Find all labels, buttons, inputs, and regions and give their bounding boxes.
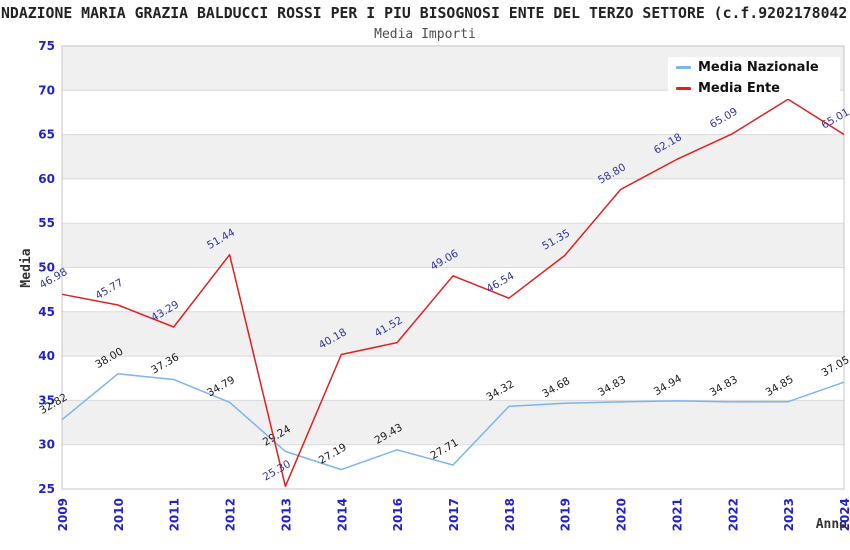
- x-axis-tick-label: 2013: [279, 498, 293, 531]
- y-axis-tick-label: 65: [38, 128, 55, 142]
- plot-band: [62, 223, 844, 268]
- x-axis-title: Anno: [816, 517, 847, 532]
- y-axis-tick-label: 60: [38, 172, 55, 186]
- y-axis-tick-label: 40: [38, 349, 55, 363]
- y-axis-tick-label: 55: [38, 216, 55, 230]
- y-axis-tick-label: 35: [38, 393, 55, 407]
- legend-item-media-ente[interactable]: Media Ente: [668, 80, 840, 98]
- x-axis-tick-label: 2014: [335, 498, 349, 531]
- y-axis-tick-label: 75: [38, 39, 55, 53]
- legend-item-media-nazionale[interactable]: Media Nazionale: [668, 59, 840, 77]
- chart-subtitle: Media Importi: [374, 27, 476, 42]
- legend-label-media-ente: Media Ente: [698, 80, 780, 96]
- chart-title: NDAZIONE MARIA GRAZIA BALDUCCI ROSSI PER…: [1, 5, 848, 22]
- x-axis-tick-label: 2023: [782, 498, 796, 531]
- x-axis-tick-label: 2024: [838, 498, 850, 531]
- data-point-label: 34.32: [484, 378, 516, 403]
- y-axis-title: Media: [19, 248, 34, 287]
- x-axis-tick-label: 2021: [670, 498, 684, 531]
- plot-border: [61, 45, 845, 490]
- x-axis-tick-label: 2019: [559, 498, 573, 531]
- plot-band: [62, 400, 844, 445]
- media-ente-line[interactable]: [61, 98, 845, 488]
- media-ente-line-swatch: [676, 87, 691, 90]
- x-axis-tick-label: 2012: [224, 498, 238, 531]
- x-axis-tick-label: 2017: [447, 498, 461, 531]
- x-axis-tick-label: 2016: [391, 498, 405, 531]
- data-point-label: 46.54: [484, 270, 516, 296]
- x-axis-tick-label: 2022: [726, 498, 740, 531]
- data-point-label: 34.85: [764, 373, 796, 398]
- media-nazionale-line[interactable]: [61, 373, 845, 471]
- data-point-label: 65.09: [708, 105, 740, 130]
- data-point-label: 34.83: [708, 374, 740, 399]
- y-axis-tick-label: 50: [38, 261, 55, 275]
- data-point-label: 34.68: [540, 375, 572, 400]
- y-axis-tick-label: 30: [38, 438, 55, 452]
- data-point-label: 34.94: [652, 372, 684, 398]
- plot-band: [62, 134, 844, 179]
- x-axis-tick-label: 2020: [615, 498, 629, 531]
- x-axis-tick-label: 2010: [112, 498, 126, 531]
- chart-legend: Media Nazionale Media Ente: [668, 57, 840, 99]
- data-point-label: 45.77: [93, 277, 125, 302]
- y-axis-tick-label: 70: [38, 83, 55, 97]
- data-point-label: 34.83: [596, 374, 628, 399]
- y-axis-tick-label: 25: [38, 482, 55, 496]
- x-axis-tick-label: 2011: [168, 498, 182, 531]
- media-nazionale-line-swatch: [676, 66, 691, 69]
- y-axis-tick-label: 45: [38, 305, 55, 319]
- plot-band: [62, 311, 844, 357]
- data-point-label: 37.05: [819, 354, 850, 379]
- x-axis-tick-label: 2018: [503, 498, 517, 531]
- data-point-label: 34.79: [205, 374, 237, 399]
- legend-label-media-nazionale: Media Nazionale: [698, 59, 819, 75]
- x-axis-tick-label: 2009: [56, 498, 70, 531]
